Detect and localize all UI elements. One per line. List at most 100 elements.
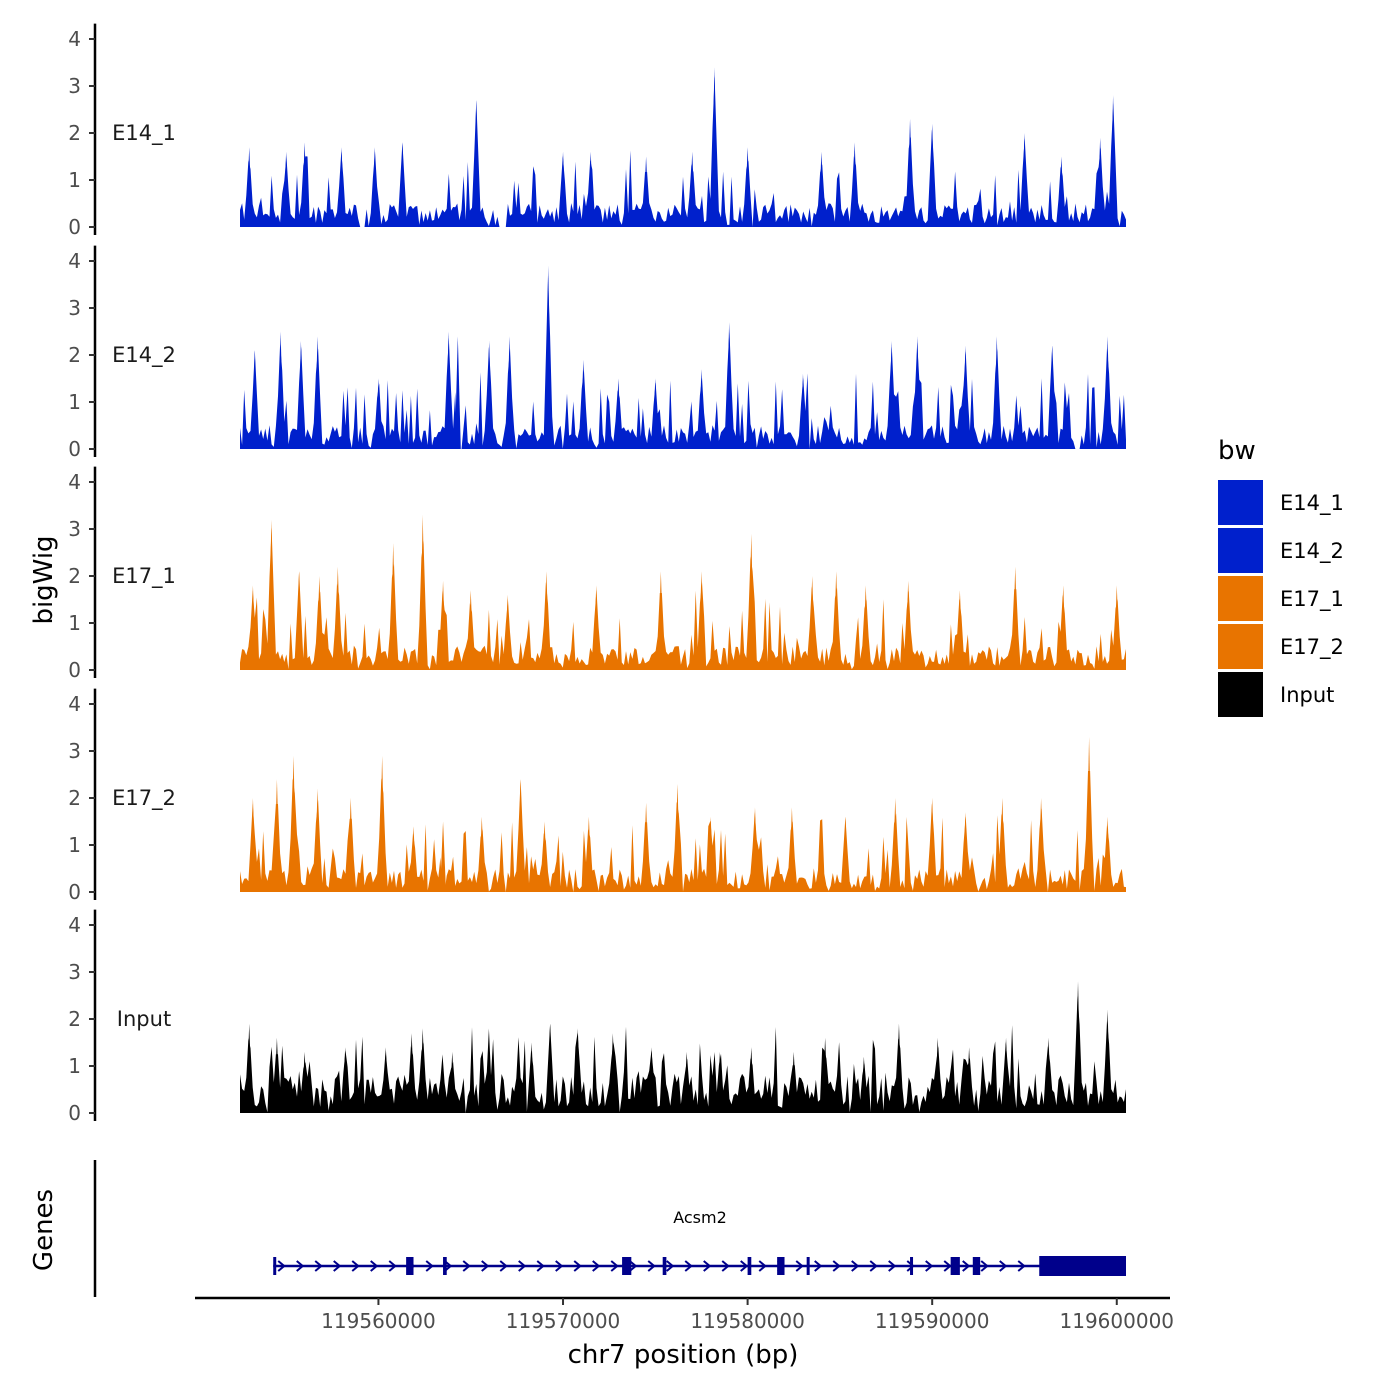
strand-arrow [425, 1260, 434, 1272]
peak-mark [268, 519, 275, 670]
y-tick-label: 2 [68, 1007, 81, 1031]
strand-arrow [925, 1260, 934, 1272]
peak-mark [390, 543, 397, 670]
peak-mark [296, 571, 303, 670]
peak-mark [1060, 585, 1067, 670]
strand-arrow [999, 1260, 1008, 1272]
y-tick-label: 3 [68, 74, 81, 98]
exon [950, 1257, 960, 1275]
legend-swatch [1218, 624, 1263, 669]
peak-mark [478, 816, 485, 892]
y-tick-label: 2 [68, 564, 81, 588]
track-label-e17_2: E17_2 [112, 786, 176, 811]
y-tick-label: 3 [68, 739, 81, 763]
peak-mark [541, 821, 548, 892]
legend-swatch [1218, 576, 1263, 621]
strand-arrow [943, 1260, 952, 1272]
strand-arrow [296, 1260, 305, 1272]
strand-arrow [462, 1260, 471, 1272]
peak-mark [862, 585, 869, 670]
y-tick-label: 1 [68, 611, 81, 635]
peak-mark [445, 331, 452, 449]
area-input [240, 995, 1126, 1113]
peak-mark [833, 571, 840, 670]
legend-swatch [1218, 480, 1263, 525]
strand-arrow [592, 1260, 601, 1272]
peak-mark [249, 585, 256, 670]
peak-mark [408, 1033, 415, 1113]
x-tick-label: 119560000 [321, 1309, 436, 1333]
peak-mark [1086, 736, 1093, 892]
track-e17_2: 0 1 2 3 4 E17_2 [68, 688, 1126, 904]
peak-mark [246, 147, 253, 227]
y-tick-label: 0 [68, 658, 81, 682]
peak-mark [314, 336, 321, 449]
exon [806, 1257, 810, 1275]
gene-terminal-block [1039, 1256, 1126, 1276]
strand-arrow [721, 1260, 730, 1272]
peak-mark [1012, 566, 1019, 670]
x-tick-label: 119590000 [875, 1309, 990, 1333]
peak-mark [273, 779, 280, 892]
peak-mark [788, 807, 795, 892]
peak-mark [574, 1028, 581, 1113]
y-tick-label: 4 [68, 913, 81, 937]
peak-mark [914, 336, 921, 449]
y-tick-label: 3 [68, 296, 81, 320]
peak-mark [273, 1037, 280, 1113]
peak-mark [560, 151, 567, 227]
peak-mark [1058, 156, 1065, 227]
peak-mark [888, 340, 895, 449]
legend: bw E14_1 E14_2 E17_1 E17_2 Input [1218, 436, 1344, 717]
y-tick-label: 0 [68, 880, 81, 904]
peak-mark [698, 571, 705, 670]
gene-acsm2: Acsm2 [273, 1208, 1126, 1276]
peak-mark [1049, 345, 1056, 449]
strand-arrow [740, 1260, 749, 1272]
strand-arrow [684, 1260, 693, 1272]
area-e14_2 [240, 275, 1126, 449]
peak-mark [790, 1051, 797, 1113]
peak-mark [707, 816, 714, 892]
exon [622, 1257, 632, 1275]
peak-mark [379, 755, 386, 892]
peak-mark [486, 1051, 493, 1113]
y-axis-title: bigWig [29, 535, 59, 624]
exon [910, 1257, 914, 1275]
y-tick-label: 1 [68, 168, 81, 192]
exon [972, 1257, 981, 1275]
strand-arrow [980, 1260, 989, 1272]
peak-mark [347, 798, 354, 892]
strand-arrow [795, 1260, 804, 1272]
peak-mark [744, 147, 751, 227]
peak-mark [419, 1028, 426, 1113]
peak-mark [999, 798, 1006, 892]
strand-arrow [962, 1260, 971, 1272]
legend-label: E17_2 [1280, 635, 1344, 660]
x-axis: 119560000 119570000 119580000 119590000 1196… [195, 1296, 1174, 1333]
peak-mark [290, 755, 297, 892]
legend-entry-e14_1: E14_1 [1218, 480, 1344, 525]
y-tick-label: 4 [68, 27, 81, 51]
strand-arrow [814, 1260, 823, 1272]
peak-mark [301, 1051, 308, 1113]
y-tick-label: 1 [68, 390, 81, 414]
x-tick-label: 119580000 [690, 1309, 805, 1333]
peak-mark [440, 580, 447, 670]
peak-mark [956, 590, 963, 670]
peak-mark [543, 571, 550, 670]
peak-mark [643, 156, 650, 227]
legend-entry-e17_1: E17_1 [1218, 576, 1344, 621]
peak-mark [382, 1047, 389, 1113]
peak-mark [698, 369, 705, 449]
peak-mark [905, 580, 912, 670]
peak-mark [643, 802, 650, 892]
legend-swatch [1218, 672, 1263, 717]
peak-mark [454, 336, 461, 449]
strand-arrow [666, 1260, 675, 1272]
peak-mark [277, 331, 284, 449]
track-label-e14_1: E14_1 [112, 121, 176, 146]
peak-mark [316, 576, 323, 670]
strand-arrow [629, 1260, 638, 1272]
